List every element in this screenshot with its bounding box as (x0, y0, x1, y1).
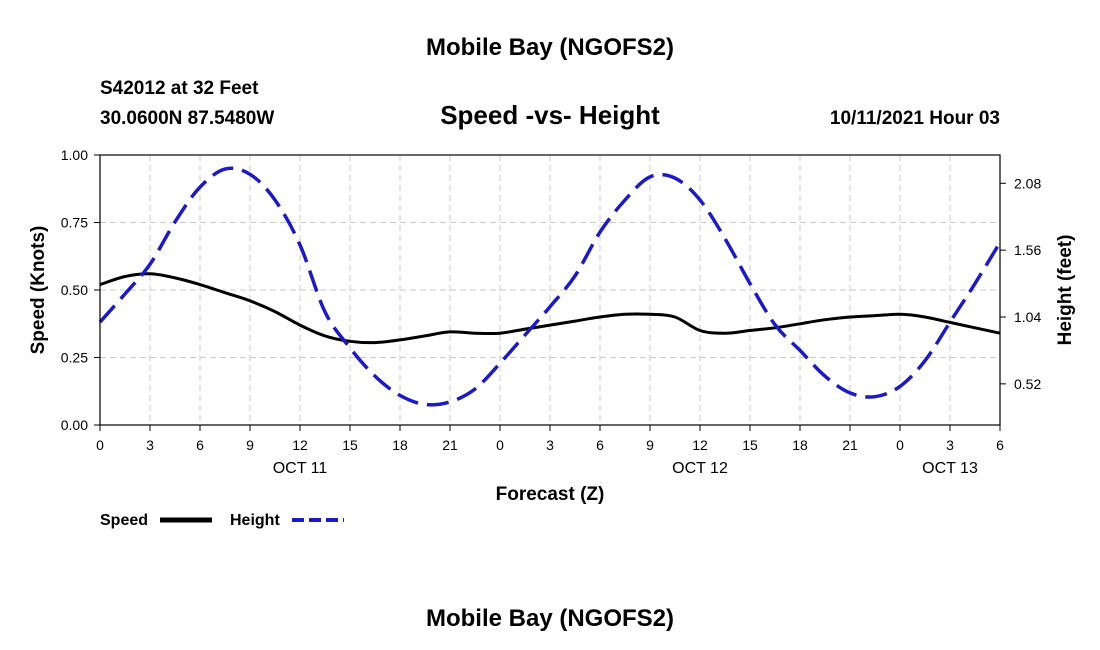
x-tick-label: 3 (146, 437, 154, 453)
legend-speed-label: Speed (100, 512, 148, 529)
x-tick-label: 6 (996, 437, 1004, 453)
x-tick-label: 6 (596, 437, 604, 453)
x-tick-label: 12 (692, 437, 708, 453)
x-tick-label: 3 (546, 437, 554, 453)
x-tick-label: 21 (842, 437, 858, 453)
y-tick-label: 1.00 (61, 147, 88, 163)
top-title: Mobile Bay (NGOFS2) (426, 34, 674, 61)
y2-tick-label: 1.04 (1014, 309, 1041, 325)
x-axis-label: Forecast (Z) (496, 484, 605, 505)
y-tick-label: 0.25 (61, 350, 88, 366)
coords-label: 30.0600N 87.5480W (100, 108, 274, 129)
station-label: S42012 at 32 Feet (100, 78, 259, 99)
y2-tick-label: 2.08 (1014, 175, 1041, 191)
x-tick-label: 9 (646, 437, 654, 453)
chart-title: Speed -vs- Height (440, 100, 660, 130)
x-tick-label: 9 (246, 437, 254, 453)
x-tick-label: 18 (392, 437, 408, 453)
tick-layer: 0 3 6 9 12 15 18 21 0 3 6 9 12 15 18 21 0 3 6 0.00 0.25 0.50 0… (61, 147, 1042, 477)
y-tick-label: 0.75 (61, 215, 88, 231)
y2-tick-label: 1.56 (1014, 242, 1041, 258)
x-tick-label: 12 (292, 437, 308, 453)
x-tick-label: 6 (196, 437, 204, 453)
day-label: OCT 12 (672, 460, 728, 477)
day-label: OCT 11 (273, 460, 328, 477)
series-line-speed (99, 272, 1001, 345)
x-tick-label: 18 (792, 437, 808, 453)
y-axis-label: Speed (Knots) (28, 226, 49, 355)
series-line-height (98, 166, 1002, 407)
x-tick-label: 21 (442, 437, 458, 453)
legend-height-label: Height (230, 512, 280, 529)
x-tick-label: 0 (96, 437, 104, 453)
datetime-label: 10/11/2021 Hour 03 (830, 108, 1000, 129)
series-layer (98, 166, 1002, 407)
y2-axis-label: Height (feet) (1055, 235, 1076, 346)
y2-tick-label: 0.52 (1014, 376, 1041, 392)
y-tick-label: 0.00 (61, 417, 88, 433)
x-tick-label: 3 (946, 437, 954, 453)
bottom-title: Mobile Bay (NGOFS2) (426, 605, 674, 632)
y-tick-label: 0.50 (61, 282, 88, 298)
grid-lines (100, 155, 1000, 425)
x-tick-label: 15 (342, 437, 358, 453)
x-tick-label: 15 (742, 437, 758, 453)
x-tick-label: 0 (496, 437, 504, 453)
day-label: OCT 13 (922, 460, 978, 477)
x-tick-label: 0 (896, 437, 904, 453)
